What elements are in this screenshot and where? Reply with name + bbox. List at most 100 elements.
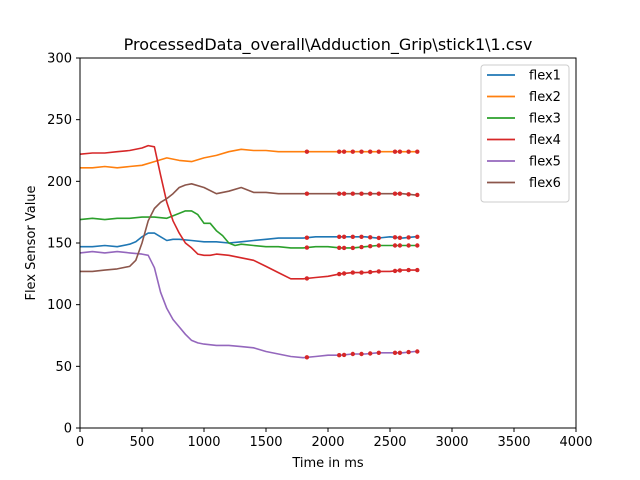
x-tick-label: 4000 <box>559 435 592 450</box>
series-line-flex4 <box>79 144 419 280</box>
marker-flex3-8 <box>397 243 403 248</box>
marker-flex2-6 <box>376 149 381 154</box>
y-axis-label: Flex Sensor Value <box>24 185 39 300</box>
marker-flex2-9 <box>406 149 411 154</box>
x-tick-label: 1500 <box>249 435 282 450</box>
x-tick-label: 3000 <box>435 435 468 450</box>
marker-flex6-4 <box>359 191 364 196</box>
marker-flex4-7 <box>392 268 398 274</box>
y-tick-label: 200 <box>47 175 72 190</box>
marker-flex6-2 <box>341 191 347 196</box>
marker-flex2-1 <box>337 149 342 154</box>
x-tick-label: 0 <box>76 435 84 450</box>
marker-flex2-10 <box>415 149 420 154</box>
marker-flex4-6 <box>376 269 381 274</box>
marker-flex1-1 <box>337 234 342 239</box>
marker-flex5-0 <box>304 355 310 360</box>
marker-flex3-0 <box>304 245 310 250</box>
marker-flex2-0 <box>304 149 310 154</box>
marker-flex4-10 <box>415 267 420 273</box>
marker-flex3-5 <box>368 244 373 249</box>
series-line-flex5 <box>79 250 419 359</box>
marker-flex3-10 <box>415 243 420 248</box>
marker-flex2-2 <box>341 149 347 154</box>
legend-box <box>480 64 570 203</box>
y-tick-label: 0 <box>64 422 72 437</box>
marker-flex1-9 <box>406 235 411 240</box>
marker-flex2-4 <box>359 149 364 154</box>
legend-label-flex3: flex3 <box>529 112 561 127</box>
y-tick-label: 150 <box>47 237 72 252</box>
marker-flex1-7 <box>392 235 398 240</box>
legend-label-flex5: flex5 <box>529 155 561 170</box>
marker-flex6-8 <box>397 191 403 196</box>
marker-flex5-3 <box>350 351 355 357</box>
marker-flex4-5 <box>368 269 373 275</box>
marker-flex1-8 <box>397 235 403 240</box>
marker-flex3-6 <box>376 243 381 248</box>
marker-flex6-9 <box>406 192 411 197</box>
marker-flex2-3 <box>350 149 355 154</box>
marker-flex5-5 <box>368 351 373 356</box>
x-tick-label: 1000 <box>187 435 220 450</box>
marker-flex5-1 <box>337 353 342 358</box>
marker-flex1-6 <box>376 235 381 241</box>
x-tick-label: 500 <box>130 435 155 450</box>
marker-flex6-6 <box>376 191 381 196</box>
y-tick-label: 300 <box>47 52 72 67</box>
y-tick-label: 50 <box>55 360 72 375</box>
marker-flex3-3 <box>350 245 355 251</box>
x-axis-label: Time in ms <box>291 456 364 471</box>
series-line-flex3 <box>79 210 419 249</box>
marker-flex3-9 <box>406 243 411 248</box>
marker-flex2-7 <box>392 149 398 154</box>
marker-flex1-2 <box>341 234 347 239</box>
marker-flex6-3 <box>350 191 355 196</box>
legend-label-flex6: flex6 <box>529 176 561 191</box>
marker-flex3-2 <box>341 245 347 251</box>
y-axis: 0 50 100 150 200 250 300 <box>47 52 80 437</box>
marker-flex2-5 <box>368 149 373 154</box>
marker-flex5-2 <box>341 352 347 358</box>
marker-flex3-4 <box>359 244 364 250</box>
marker-flex3-7 <box>392 243 398 248</box>
series-layer <box>79 144 419 359</box>
marker-flex4-0 <box>304 276 310 281</box>
marker-flex5-10 <box>415 349 420 354</box>
y-tick-label: 100 <box>47 298 72 313</box>
marker-flex6-5 <box>368 191 373 196</box>
marker-flex5-9 <box>406 349 411 355</box>
chart-title: ProcessedData_overall\Adduction_Grip\sti… <box>124 35 533 55</box>
marker-flex1-3 <box>350 234 355 239</box>
marker-flex4-4 <box>359 270 364 275</box>
y-tick-label: 250 <box>47 113 72 128</box>
marker-flex5-8 <box>397 350 403 355</box>
marker-flex4-1 <box>337 271 342 277</box>
x-axis: 0 500 1000 1500 2000 2500 3000 3500 4000 <box>76 428 593 450</box>
legend-label-flex4: flex4 <box>529 133 561 148</box>
marker-flex6-7 <box>392 191 398 196</box>
marker-flex6-10 <box>415 192 420 198</box>
legend: flex1 flex2 flex3 flex4 flex5 flex6 <box>480 64 570 203</box>
marker-flex3-1 <box>337 245 342 250</box>
marker-flex4-2 <box>341 271 347 276</box>
marker-flex1-10 <box>415 234 420 239</box>
marker-flex1-5 <box>368 235 373 240</box>
x-tick-label: 3500 <box>497 435 530 450</box>
marker-flex4-3 <box>350 270 355 275</box>
legend-label-flex1: flex1 <box>529 69 561 84</box>
marker-flex5-6 <box>376 350 381 355</box>
marker-flex4-8 <box>397 268 403 273</box>
marker-flex1-4 <box>359 234 364 239</box>
marker-flex5-4 <box>359 351 364 357</box>
marker-flex6-0 <box>304 191 310 196</box>
legend-label-flex2: flex2 <box>529 90 561 105</box>
marker-flex6-1 <box>337 191 342 196</box>
series-line-flex6 <box>80 183 419 273</box>
marker-flex5-7 <box>392 350 398 355</box>
marker-flex1-0 <box>304 235 310 240</box>
x-tick-label: 2500 <box>373 435 406 450</box>
marker-flex2-8 <box>397 149 403 154</box>
marker-flex4-9 <box>406 267 411 273</box>
